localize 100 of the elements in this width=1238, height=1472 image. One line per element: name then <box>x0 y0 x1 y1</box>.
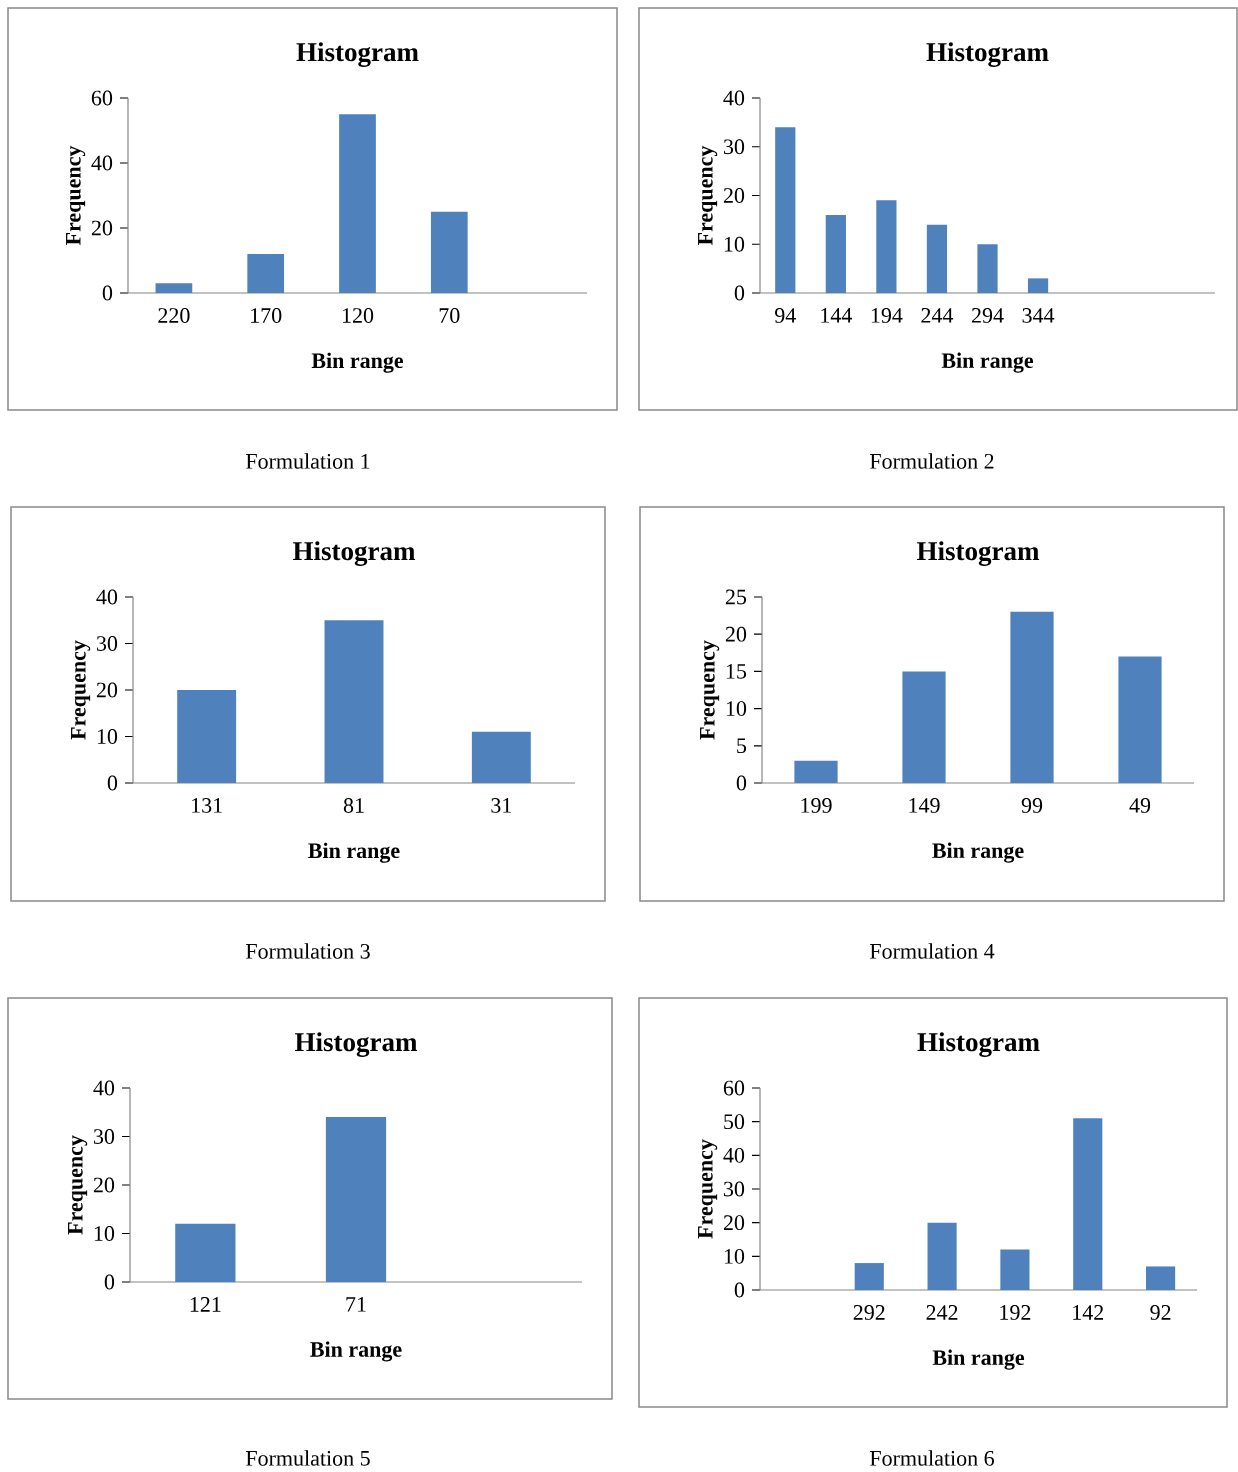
bar <box>1073 1118 1103 1290</box>
bar <box>1118 656 1162 783</box>
bar <box>854 1263 884 1290</box>
bar <box>927 1222 957 1290</box>
x-tick-label: 120 <box>342 308 374 323</box>
y-tick-label: 30 <box>94 1129 115 1144</box>
x-tick-label: 344 <box>1022 308 1055 323</box>
y-tick-label: 20 <box>91 220 113 236</box>
y-tick-label: 10 <box>726 701 747 717</box>
y-tick-label: 40 <box>723 1147 745 1163</box>
x-tick-label: 292 <box>853 1305 885 1320</box>
chart-title: Histogram <box>917 1032 1040 1057</box>
y-tick-label: 40 <box>96 589 118 605</box>
bar <box>177 689 237 783</box>
bar <box>1027 278 1049 293</box>
y-tick-label: 0 <box>104 1274 115 1290</box>
y-tick-label: 20 <box>723 188 745 203</box>
y-tick-label: 20 <box>725 626 747 642</box>
y-tick-label: 40 <box>93 1080 115 1096</box>
y-tick-label: 0 <box>736 775 747 791</box>
y-tick-label: 30 <box>724 1181 745 1197</box>
x-tick-label: 49 <box>1129 798 1151 813</box>
bar <box>1000 1249 1030 1290</box>
bar <box>825 214 846 293</box>
x-tick-label: 220 <box>158 308 190 323</box>
x-axis-title: Bin range <box>310 1341 402 1362</box>
y-tick-label: 0 <box>734 285 745 301</box>
x-tick-label: 71 <box>346 1297 366 1312</box>
y-axis-title: Frequency <box>698 1139 718 1239</box>
bar <box>902 671 946 783</box>
text: Formulation 3 <box>245 943 370 959</box>
x-tick-label: 121 <box>190 1297 221 1312</box>
x-axis-title: Bin range <box>932 1349 1025 1370</box>
y-tick-label: 0 <box>107 775 118 791</box>
x-axis-title: Bin range <box>941 352 1034 373</box>
x-tick-label: 92 <box>1150 1305 1171 1320</box>
y-axis-title: Frequency <box>68 1135 88 1235</box>
bar <box>339 114 376 293</box>
bar <box>926 224 948 293</box>
y-tick-label: 10 <box>94 1226 115 1241</box>
y-tick-label: 0 <box>734 1282 745 1298</box>
x-axis-title: Bin range <box>311 352 404 373</box>
text: Formulation 2 <box>870 453 994 469</box>
y-tick-label: 5 <box>737 738 747 754</box>
x-tick-label: 192 <box>1000 1305 1031 1320</box>
x-tick-label: 99 <box>1021 798 1043 813</box>
y-tick-label: 30 <box>724 139 745 155</box>
chart-title: Histogram <box>294 1032 418 1057</box>
x-tick-label: 244 <box>921 308 954 323</box>
bar <box>247 253 285 293</box>
x-tick-label: 294 <box>971 308 1004 323</box>
y-tick-label: 25 <box>725 589 747 605</box>
bar <box>324 620 384 783</box>
chart-title: Histogram <box>292 541 416 566</box>
chart-title: Histogram <box>926 42 1049 67</box>
x-tick-label: 199 <box>801 798 832 813</box>
y-tick-label: 15 <box>726 664 747 679</box>
bar <box>1010 611 1054 783</box>
y-tick-label: 0 <box>102 285 113 301</box>
x-tick-label: 149 <box>909 798 940 813</box>
bar <box>977 244 998 293</box>
x-axis-title: Bin range <box>308 842 400 863</box>
y-axis-title: Frequency <box>66 145 86 246</box>
y-tick-label: 60 <box>723 1080 745 1096</box>
x-tick-label: 194 <box>871 308 903 323</box>
x-tick-label: 81 <box>343 798 364 813</box>
bar <box>471 731 531 783</box>
x-tick-label: 70 <box>439 308 460 323</box>
bar <box>794 760 838 783</box>
x-tick-label: 144 <box>821 308 852 323</box>
y-tick-label: 60 <box>91 90 113 106</box>
chart-title: Histogram <box>916 541 1040 566</box>
bar <box>876 200 897 293</box>
y-tick-label: 40 <box>91 155 113 171</box>
y-axis-title: Frequency <box>700 640 720 740</box>
x-tick-label: 142 <box>1073 1305 1104 1320</box>
x-tick-label: 131 <box>192 798 222 813</box>
y-tick-label: 10 <box>97 729 118 744</box>
y-tick-label: 30 <box>97 636 118 651</box>
x-tick-label: 31 <box>491 798 511 813</box>
y-tick-label: 20 <box>93 1177 115 1193</box>
y-tick-label: 10 <box>724 236 745 252</box>
y-tick-label: 10 <box>724 1248 745 1264</box>
bar <box>775 127 796 293</box>
bar <box>1146 1266 1176 1290</box>
x-tick-label: 170 <box>251 308 282 323</box>
y-axis-title: Frequency <box>71 640 91 740</box>
text: Formulation 1 <box>245 453 370 469</box>
y-tick-label: 50 <box>724 1114 745 1130</box>
text: Formulation 4 <box>870 943 995 959</box>
x-tick-label: 242 <box>926 1305 958 1320</box>
y-tick-label: 20 <box>96 682 118 698</box>
y-tick-label: 20 <box>723 1215 745 1231</box>
text: Formulation 5 <box>245 1450 370 1466</box>
x-axis-title: Bin range <box>932 842 1024 863</box>
y-axis-title: Frequency <box>698 145 718 246</box>
bar <box>430 211 468 293</box>
x-tick-label: 94 <box>775 308 796 323</box>
y-tick-label: 40 <box>723 90 745 106</box>
chart-title: Histogram <box>296 42 419 67</box>
